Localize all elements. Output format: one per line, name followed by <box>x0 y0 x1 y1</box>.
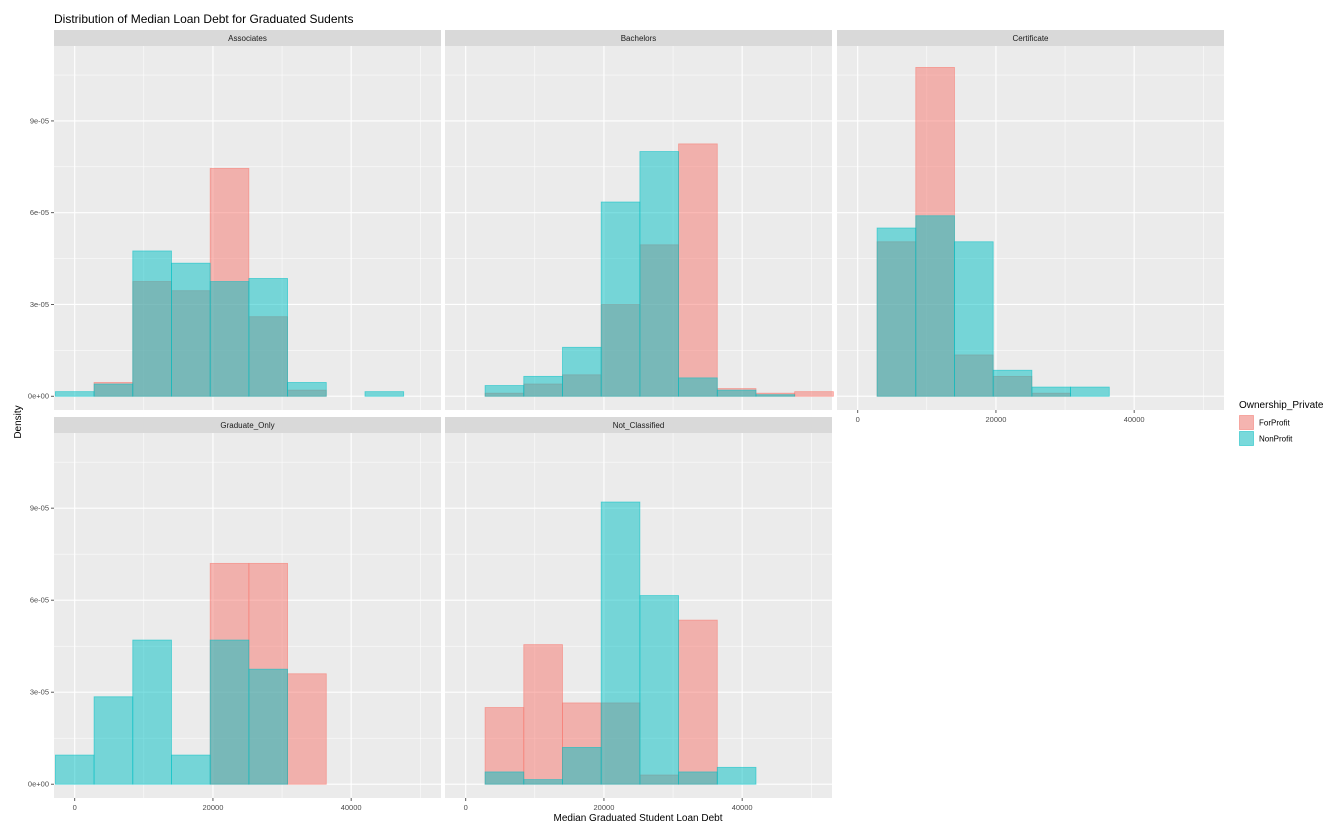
series-nonprofit-graduate-only <box>54 639 288 785</box>
bar-nonprofit-bin-3 <box>171 754 211 785</box>
bar-nonprofit-bin-2 <box>132 250 172 397</box>
y-tick-label: 9e-05 <box>30 504 49 513</box>
bar-nonprofit-bin-1 <box>93 383 134 397</box>
bar-nonprofit-bin-7 <box>716 389 757 397</box>
bar-forprofit-bin-1 <box>484 707 525 785</box>
legend-swatch-nonprofit <box>1239 431 1254 446</box>
legend: Ownership_Private ForProfit NonProfit <box>1239 400 1324 446</box>
bar-nonprofit-bin-5 <box>248 278 288 397</box>
bar-nonprofit-bin-6 <box>678 377 718 397</box>
strip-associates <box>54 30 441 46</box>
strip-graduate-only <box>54 417 441 433</box>
bar-nonprofit-bin-4 <box>600 201 641 397</box>
x-tick-label: 20000 <box>986 415 1007 424</box>
bar-nonprofit-bin-8 <box>755 394 796 397</box>
x-tick-label: 20000 <box>203 803 224 812</box>
bar-nonprofit-bin-2 <box>523 375 563 397</box>
legend-title: Ownership_Private <box>1239 400 1324 411</box>
series-nonprofit-associates <box>54 250 405 397</box>
bar-forprofit-bin-6 <box>287 673 327 785</box>
strip-certificate <box>837 30 1224 46</box>
strip-label-bachelors: Bachelors <box>621 34 657 43</box>
bar-nonprofit-bin-4 <box>992 369 1033 397</box>
panel-certificate: Certificate 0 20000 40000 <box>837 30 1224 424</box>
bar-nonprofit-bin-4 <box>209 639 250 785</box>
chart-title: Distribution of Median Loan Debt for Gra… <box>54 12 354 26</box>
x-tick-label: 20000 <box>594 803 615 812</box>
x-tick-label: 0 <box>856 415 860 424</box>
bar-forprofit-bin-2 <box>523 644 563 785</box>
bar-nonprofit-bin-7 <box>716 766 757 785</box>
bar-nonprofit-bin-5 <box>639 595 679 785</box>
strip-label-associates: Associates <box>228 34 267 43</box>
bar-forprofit-bin-9 <box>794 391 834 397</box>
bar-nonprofit-bin-3 <box>562 746 602 785</box>
panel-graduate-only: Graduate_Only 0e+00 3e-05 6e-05 9e-05 0 20000 4… <box>28 417 441 812</box>
y-axis-title: Density <box>13 405 24 438</box>
x-axis-title: Median Graduated Student Loan Debt <box>553 813 722 824</box>
x-tick-label: 40000 <box>1124 415 1145 424</box>
bar-nonprofit-bin-3 <box>954 241 994 397</box>
x-tick-label: 40000 <box>341 803 362 812</box>
legend-label-forprofit: ForProfit <box>1259 419 1290 428</box>
panel-not-classified: Not_Classified 0 20000 40000 <box>445 417 832 812</box>
bar-nonprofit-bin-6 <box>1070 386 1110 397</box>
bar-forprofit-bin-6 <box>678 143 718 397</box>
bar-nonprofit-bin-1 <box>876 227 917 397</box>
legend-label-nonprofit: NonProfit <box>1259 435 1293 444</box>
y-tick-label: 0e+00 <box>28 780 49 789</box>
bar-nonprofit-bin-1 <box>484 771 525 785</box>
x-tick-label: 0 <box>73 803 77 812</box>
strip-bachelors <box>445 30 832 46</box>
legend-entry-nonprofit: NonProfit <box>1239 431 1293 446</box>
y-tick-label: 3e-05 <box>30 688 49 697</box>
bar-nonprofit-bin-4 <box>209 281 250 397</box>
legend-swatch-forprofit <box>1239 415 1254 430</box>
y-tick-label: 6e-05 <box>30 596 49 605</box>
bar-nonprofit-bin-1 <box>484 385 525 397</box>
bar-nonprofit-bin-2 <box>132 639 172 785</box>
strip-label-certificate: Certificate <box>1012 34 1049 43</box>
strip-not-classified <box>445 417 832 433</box>
bar-nonprofit-bin-3 <box>171 262 211 397</box>
bar-nonprofit-bin-5 <box>639 151 679 397</box>
facet-panels: Associates 0e+00 3e-05 6e-05 9e-05 Bachelors C… <box>28 30 1224 812</box>
panel-associates: Associates 0e+00 3e-05 6e-05 9e-05 <box>28 30 441 410</box>
bar-nonprofit-bin-0 <box>54 754 95 785</box>
bar-nonprofit-bin-2 <box>523 779 563 785</box>
series-nonprofit-bachelors <box>484 151 796 397</box>
legend-entry-forprofit: ForProfit <box>1239 415 1290 430</box>
strip-label-not-classified: Not_Classified <box>613 421 665 430</box>
bar-nonprofit-bin-1 <box>93 696 134 785</box>
x-tick-label: 0 <box>464 803 468 812</box>
x-tick-label: 40000 <box>732 803 753 812</box>
bar-nonprofit-bin-2 <box>915 215 955 397</box>
series-nonprofit-certificate <box>876 215 1110 397</box>
strip-label-graduate-only: Graduate_Only <box>220 421 274 430</box>
bar-nonprofit-bin-4 <box>600 501 641 785</box>
series-nonprofit-not-classified <box>484 501 757 785</box>
bar-nonprofit-bin-5 <box>248 668 288 785</box>
bar-nonprofit-bin-6 <box>287 382 327 397</box>
bar-nonprofit-bin-8 <box>364 391 405 397</box>
bar-nonprofit-bin-5 <box>1031 386 1071 397</box>
bar-forprofit-bin-6 <box>678 619 718 785</box>
y-tick-label: 9e-05 <box>30 116 49 125</box>
y-tick-label: 6e-05 <box>30 208 49 217</box>
y-tick-label: 3e-05 <box>30 300 49 309</box>
bar-nonprofit-bin-0 <box>54 391 95 397</box>
panel-bachelors: Bachelors <box>445 30 834 410</box>
bar-nonprofit-bin-3 <box>562 346 602 397</box>
bar-nonprofit-bin-6 <box>678 771 718 785</box>
y-tick-label: 0e+00 <box>28 392 49 401</box>
